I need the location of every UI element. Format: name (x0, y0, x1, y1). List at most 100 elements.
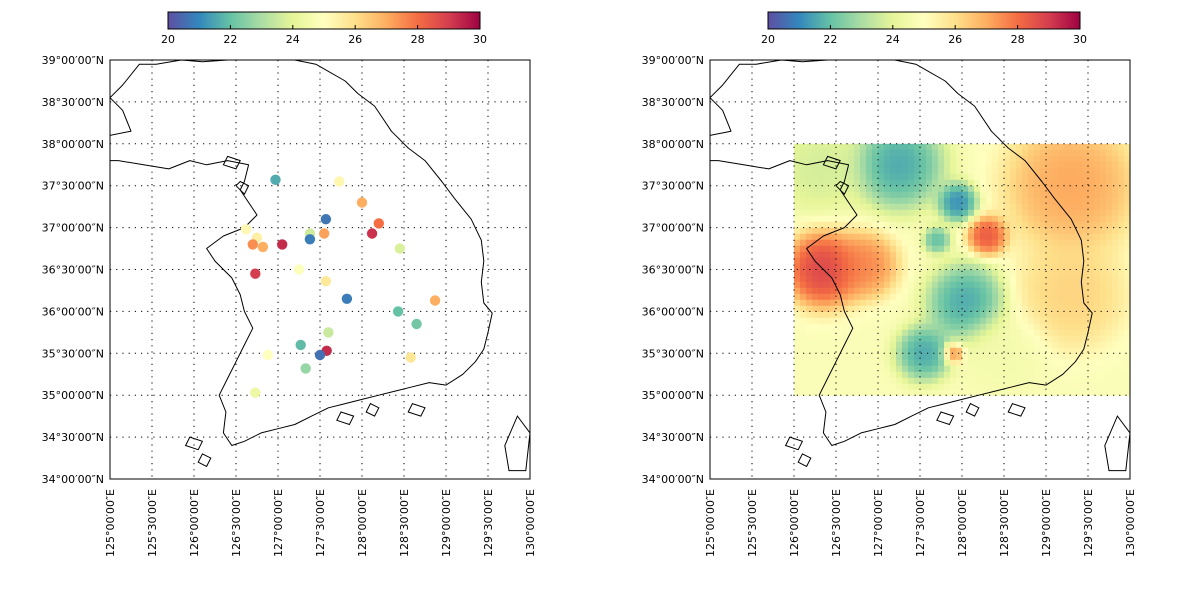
surface-cell (794, 323, 801, 331)
surface-cell (830, 293, 837, 301)
surface-cell (854, 383, 861, 391)
surface-cell (1064, 167, 1071, 175)
surface-cell (944, 251, 951, 259)
surface-cell (962, 161, 969, 169)
surface-cell (1118, 293, 1125, 301)
surface-cell (878, 221, 885, 229)
surface-cell (854, 179, 861, 187)
surface-cell (980, 269, 987, 277)
surface-cell (878, 323, 885, 331)
surface-cell (848, 185, 855, 193)
surface-cell (1100, 257, 1107, 265)
surface-cell (956, 209, 963, 217)
surface-cell (1094, 293, 1101, 301)
surface-cell (1004, 233, 1011, 241)
surface-cell (1040, 353, 1047, 361)
surface-cell (908, 167, 915, 175)
surface-cell (980, 209, 987, 217)
surface-cell (986, 167, 993, 175)
surface-cell (1028, 179, 1035, 187)
surface-cell (836, 323, 843, 331)
surface-cell (1004, 371, 1011, 379)
surface-cell (872, 347, 879, 355)
surface-cell (926, 359, 933, 367)
surface-cell (1106, 329, 1113, 337)
surface-cell (848, 275, 855, 283)
surface-cell (962, 281, 969, 289)
surface-cell (1106, 371, 1113, 379)
surface-cell (1010, 287, 1017, 295)
surface-cell (980, 341, 987, 349)
surface-cell (1046, 335, 1053, 343)
surface-cell (998, 323, 1005, 331)
surface-cell (974, 179, 981, 187)
surface-cell (896, 173, 903, 181)
surface-cell (794, 287, 801, 295)
surface-cell (1106, 185, 1113, 193)
surface-cell (980, 347, 987, 355)
surface-cell (1106, 281, 1113, 289)
surface-cell (824, 155, 831, 163)
surface-cell (1040, 215, 1047, 223)
surface-cell (920, 173, 927, 181)
surface-cell (1034, 239, 1041, 247)
surface-cell (794, 329, 801, 337)
surface-cell (848, 227, 855, 235)
surface-cell (1118, 377, 1125, 385)
surface-cell (980, 233, 987, 241)
surface-cell (878, 383, 885, 391)
surface-cell (974, 353, 981, 361)
surface-cell (830, 227, 837, 235)
surface-cell (1010, 197, 1017, 205)
surface-cell (812, 335, 819, 343)
surface-cell (1118, 311, 1125, 319)
surface-cell (992, 281, 999, 289)
surface-cell (926, 389, 933, 396)
surface-cell (1016, 371, 1023, 379)
surface-cell (818, 329, 825, 337)
surface-cell (1100, 365, 1107, 373)
surface-cell (956, 299, 963, 307)
surface-cell (1028, 251, 1035, 259)
surface-cell (890, 173, 897, 181)
surface-cell (986, 227, 993, 235)
surface-cell (1112, 353, 1119, 361)
surface-cell (842, 263, 849, 271)
surface-cell (986, 299, 993, 307)
surface-cell (974, 299, 981, 307)
surface-cell (890, 293, 897, 301)
surface-cell (842, 311, 849, 319)
surface-cell (908, 161, 915, 169)
latitude-tick-label: 36°30′00″N (42, 264, 104, 277)
surface-cell (896, 389, 903, 396)
surface-cell (1082, 257, 1089, 265)
surface-cell (830, 161, 837, 169)
surface-cell (986, 155, 993, 163)
surface-cell (920, 341, 927, 349)
surface-cell (980, 305, 987, 313)
surface-cell (1004, 323, 1011, 331)
latitude-tick-label: 34°30′00″N (642, 431, 704, 444)
surface-cell (1118, 173, 1125, 181)
surface-cell (1100, 269, 1107, 277)
surface-cell (1088, 341, 1095, 349)
surface-cell (872, 221, 879, 229)
surface-cell (812, 353, 819, 361)
surface-cell (1064, 371, 1071, 379)
surface-cell (914, 155, 921, 163)
surface-cell (914, 269, 921, 277)
coastline-island (936, 411, 955, 426)
surface-cell (1028, 221, 1035, 229)
surface-cell (854, 323, 861, 331)
surface-cell (1100, 221, 1107, 229)
surface-cell (908, 293, 915, 301)
surface-cell (1034, 221, 1041, 229)
surface-cell (1028, 245, 1035, 253)
surface-cell (968, 257, 975, 265)
surface-cell (968, 341, 975, 349)
surface-cell (890, 365, 897, 373)
surface-cell (872, 257, 879, 265)
surface-cell (1076, 317, 1083, 325)
surface-cell (908, 323, 915, 331)
surface-cell (1064, 227, 1071, 235)
